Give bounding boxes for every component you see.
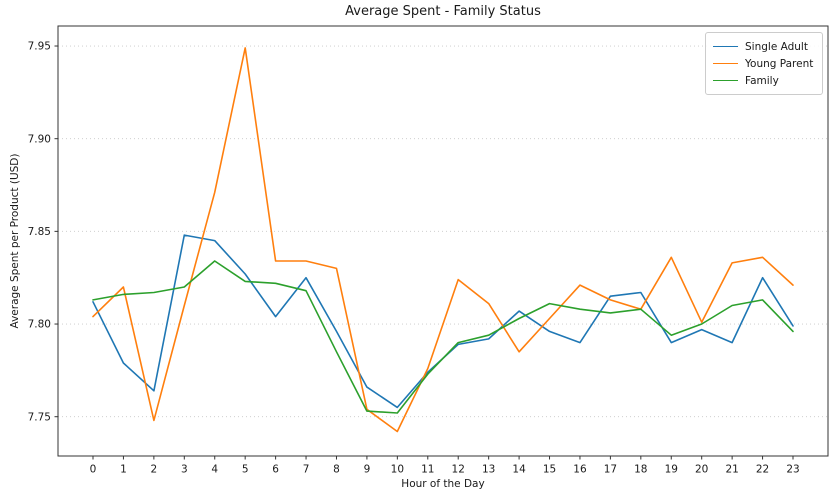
legend-label: Single Adult bbox=[745, 40, 808, 53]
svg-text:15: 15 bbox=[543, 464, 556, 476]
svg-text:14: 14 bbox=[512, 464, 526, 476]
svg-text:10: 10 bbox=[391, 464, 404, 476]
legend-line-swatch bbox=[713, 46, 738, 47]
y-axis-ticks: 7.75 7.80 7.85 7.90 7.95 bbox=[28, 41, 58, 423]
svg-text:21: 21 bbox=[725, 464, 738, 476]
svg-text:5: 5 bbox=[242, 464, 249, 476]
plot-border bbox=[57, 25, 829, 457]
svg-text:4: 4 bbox=[211, 464, 218, 476]
chart-title: Average Spent - Family Status bbox=[345, 4, 541, 19]
svg-text:9: 9 bbox=[364, 464, 371, 476]
x-axis-label: Hour of the Day bbox=[401, 478, 485, 490]
svg-text:7.85: 7.85 bbox=[28, 226, 51, 238]
svg-text:13: 13 bbox=[482, 464, 495, 476]
svg-text:12: 12 bbox=[452, 464, 465, 476]
series-line-single-adult bbox=[92, 234, 794, 409]
series-line-young-parent bbox=[92, 47, 794, 433]
svg-text:7.75: 7.75 bbox=[28, 411, 51, 423]
svg-text:8: 8 bbox=[333, 464, 340, 476]
y-gridlines bbox=[58, 45, 828, 418]
svg-text:6: 6 bbox=[272, 464, 279, 476]
legend-line-swatch bbox=[713, 80, 738, 81]
svg-text:3: 3 bbox=[181, 464, 188, 476]
svg-text:11: 11 bbox=[421, 464, 434, 476]
series-line-family bbox=[92, 260, 794, 414]
svg-text:7.95: 7.95 bbox=[28, 41, 51, 53]
svg-text:23: 23 bbox=[786, 464, 799, 476]
svg-text:17: 17 bbox=[604, 464, 617, 476]
legend-item-young-parent: Young Parent bbox=[713, 55, 814, 72]
svg-text:1: 1 bbox=[120, 464, 127, 476]
svg-text:0: 0 bbox=[90, 464, 97, 476]
legend-item-single-adult: Single Adult bbox=[713, 38, 814, 55]
legend-line-swatch bbox=[713, 63, 738, 64]
legend: Single Adult Young Parent Family bbox=[705, 32, 823, 95]
svg-text:22: 22 bbox=[756, 464, 769, 476]
svg-text:2: 2 bbox=[151, 464, 158, 476]
legend-label: Young Parent bbox=[745, 57, 814, 70]
svg-text:7.90: 7.90 bbox=[28, 133, 51, 145]
svg-text:7: 7 bbox=[303, 464, 310, 476]
y-axis-label: Average Spent per Product (USD) bbox=[9, 153, 21, 329]
svg-text:20: 20 bbox=[695, 464, 708, 476]
svg-text:7.80: 7.80 bbox=[28, 319, 51, 331]
svg-text:19: 19 bbox=[665, 464, 678, 476]
svg-text:18: 18 bbox=[634, 464, 647, 476]
x-axis-ticks: 0 1 2 3 4 5 6 7 8 9 10 11 12 13 14 15 16 17 18 19 20 21 22 23 bbox=[90, 456, 800, 476]
series-lines bbox=[92, 47, 794, 433]
legend-item-family: Family bbox=[713, 72, 814, 89]
svg-text:16: 16 bbox=[573, 464, 587, 476]
legend-label: Family bbox=[745, 74, 779, 87]
